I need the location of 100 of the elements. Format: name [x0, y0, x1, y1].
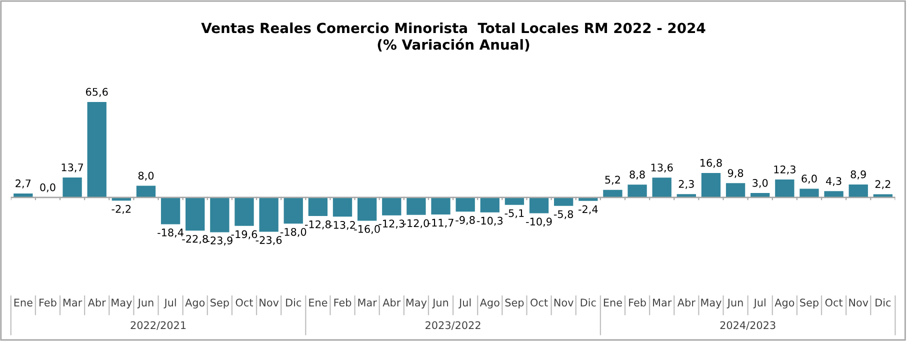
x-tick-label: Ene	[14, 298, 32, 306]
data-label: -2,4	[578, 205, 598, 214]
bar	[652, 178, 672, 198]
bar	[62, 177, 82, 198]
data-label: -10,3	[476, 216, 503, 226]
data-label: -23,6	[256, 236, 282, 246]
bar	[456, 197, 475, 212]
data-label: -9,8	[456, 216, 475, 225]
data-label: 8,9	[850, 170, 866, 180]
data-label: 12,3	[774, 165, 796, 174]
data-label: 65,6	[86, 88, 108, 97]
x-tick-label: Ago	[774, 298, 794, 309]
x-tick-label: Oct	[236, 298, 254, 306]
bar	[628, 184, 647, 198]
data-label: 13,7	[62, 163, 83, 172]
x-tick-label: Jul	[753, 298, 766, 308]
x-tick-label: Jun	[432, 298, 448, 308]
x-tick-label: Oct	[825, 298, 843, 306]
data-label: -5,8	[554, 210, 574, 220]
x-tick-label: Sep	[505, 298, 524, 309]
x-tick-label: Dic	[580, 298, 596, 306]
x-tick-label: Nov	[260, 298, 279, 306]
text: 2023/2022	[426, 321, 480, 330]
bar	[332, 197, 352, 217]
data-label: -12,3	[378, 220, 404, 229]
x-tick-label: Abr	[88, 298, 106, 306]
x-tick-label: May	[112, 298, 132, 309]
bar	[259, 197, 278, 232]
x-tick-label: Ene	[309, 298, 328, 306]
data-label: 0,0	[40, 183, 56, 192]
bar	[308, 197, 328, 216]
x-tick-label: Mar	[63, 298, 82, 306]
x-tick-label: Jun	[137, 298, 154, 308]
bar	[160, 197, 180, 224]
bar	[824, 191, 844, 198]
data-label: 2,3	[678, 180, 694, 189]
data-label: 5,2	[605, 176, 620, 185]
data-label: -12,0	[403, 219, 429, 228]
data-label: 2,7	[16, 179, 31, 188]
bar	[504, 197, 524, 205]
x-tick-label: Mar	[358, 298, 377, 306]
bar	[529, 197, 549, 214]
x-tick-label: Mar	[653, 298, 672, 306]
data-label: 6,0	[802, 174, 817, 184]
data-label: 4,3	[826, 177, 842, 186]
data-label: 8,8	[630, 170, 645, 180]
bar	[800, 188, 819, 198]
data-label: -22,8	[182, 234, 208, 244]
x-tick-label: Jul	[458, 298, 471, 308]
bar	[284, 197, 303, 224]
data-label: -11,7	[428, 218, 454, 228]
data-label: -13,2	[330, 220, 355, 230]
x-tick-label: Ene	[604, 298, 622, 306]
data-label: 13,6	[651, 164, 673, 173]
x-tick-label: Ago	[480, 298, 500, 309]
x-tick-label: Dic	[286, 298, 302, 306]
text: 2022/2021	[130, 321, 186, 330]
data-label: 8,0	[138, 172, 154, 181]
text: 2024/2023	[720, 321, 776, 330]
bar	[357, 197, 377, 221]
x-tick-label: Feb	[629, 298, 646, 306]
data-label: -18,0	[280, 228, 306, 237]
bar	[234, 197, 254, 226]
bar	[554, 197, 574, 206]
data-label: 3,0	[752, 178, 768, 188]
data-label: -23,9	[206, 236, 232, 246]
bar	[701, 172, 721, 198]
chart-title: Ventas Reales Comercio Minorista Total Locales RM 2022 - 2024 (% Variación Anual)	[201, 22, 706, 52]
data-label: 9,8	[728, 169, 744, 178]
bar	[210, 197, 230, 232]
x-tick-label: Oct	[530, 298, 548, 306]
data-label: -16,0	[354, 225, 380, 234]
x-tick-label: May	[701, 298, 722, 309]
x-tick-label: Nov	[849, 298, 868, 306]
data-label: 2,2	[875, 180, 890, 190]
x-tick-label: Abr	[677, 298, 696, 306]
x-tick-label: Nov	[554, 298, 574, 306]
x-tick-label: Jul	[164, 298, 176, 308]
bar	[382, 197, 402, 216]
bar	[480, 197, 500, 212]
bar	[186, 197, 205, 231]
bar	[431, 197, 450, 214]
data-label: -19,6	[231, 230, 258, 240]
data-label: -10,9	[526, 218, 552, 227]
bar	[406, 197, 426, 215]
data-label: 16,8	[700, 158, 722, 168]
bar	[775, 180, 794, 198]
x-tick-label: Ago	[185, 298, 205, 309]
data-label: -2,2	[112, 204, 131, 214]
bar	[726, 183, 746, 198]
x-tick-label: May	[406, 298, 427, 309]
x-tick-label: Sep	[800, 298, 818, 309]
x-tick-label: Feb	[40, 298, 56, 306]
x-tick-label: Sep	[210, 298, 229, 309]
data-label: -18,4	[158, 228, 184, 238]
bar	[848, 184, 868, 198]
x-tick-label: Feb	[334, 298, 352, 306]
data-label: -5,1	[504, 209, 524, 218]
x-tick-label: Abr	[382, 298, 401, 306]
x-tick-label: Jun	[726, 298, 743, 308]
